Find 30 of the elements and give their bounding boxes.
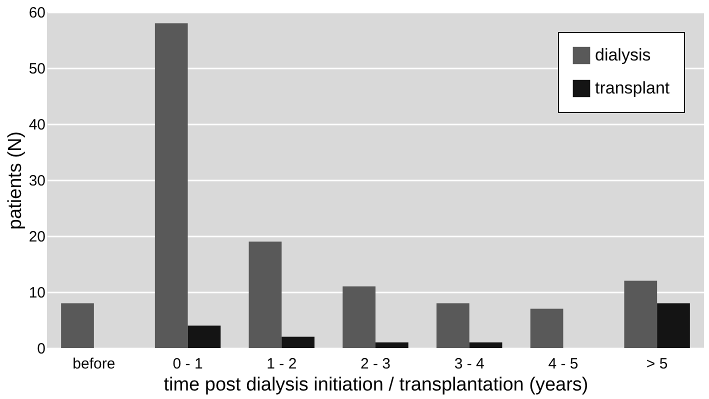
x-axis-title: time post dialysis initiation / transplantation (years) [164, 374, 588, 396]
x-tick-label: 3 - 4 [454, 356, 484, 372]
x-tick-label: before [72, 356, 116, 372]
bar [154, 23, 188, 348]
bar [657, 303, 690, 348]
legend-label: transplant [595, 78, 670, 98]
bar [282, 336, 314, 348]
x-tick-label: 2 - 3 [360, 356, 391, 372]
bar [624, 280, 658, 348]
bar [61, 303, 94, 348]
y-tick-label: 30 [28, 172, 46, 190]
bar [376, 342, 408, 348]
y-tick-label: 0 [37, 340, 46, 358]
bar [188, 326, 221, 348]
x-tick-label: > 5 [646, 356, 668, 372]
bar [436, 303, 470, 348]
y-tick-label: 10 [28, 284, 46, 302]
x-tick-label: 1 - 2 [266, 356, 297, 372]
legend-label: dialysis [595, 46, 651, 64]
bar [530, 308, 564, 348]
y-tick-label: 60 [28, 4, 46, 22]
y-tick-label: 40 [28, 116, 46, 134]
y-axis-title: patients (N) [4, 131, 26, 230]
y-tick-label: 20 [28, 228, 46, 246]
y-tick-label: 50 [28, 60, 46, 78]
x-tick-label: 4 - 5 [548, 356, 578, 372]
x-tick-label: 0 - 1 [172, 356, 203, 372]
bar [342, 286, 376, 348]
bar [248, 242, 282, 348]
bar [469, 342, 502, 348]
